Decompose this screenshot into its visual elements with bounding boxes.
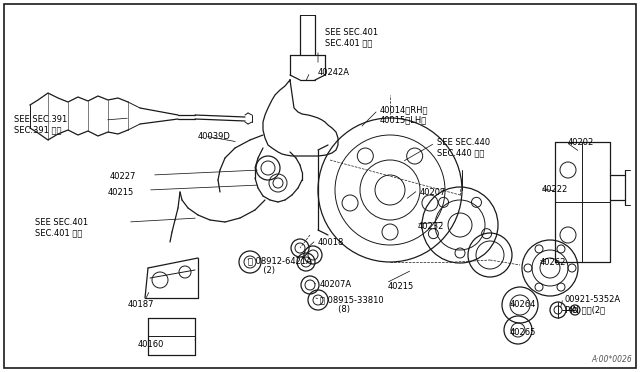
Text: 00921-5352A: 00921-5352A (565, 295, 621, 304)
Text: 40018: 40018 (318, 238, 344, 247)
Text: 40242A: 40242A (318, 68, 350, 77)
Text: 40227: 40227 (110, 172, 136, 181)
Text: 40014（RH）: 40014（RH） (380, 105, 429, 114)
Text: SEE SEC.401: SEE SEC.401 (325, 28, 378, 37)
Text: SEE SEC.401: SEE SEC.401 (35, 218, 88, 227)
Text: 40222: 40222 (542, 185, 568, 194)
Text: 40015（LH）: 40015（LH） (380, 115, 428, 124)
Text: 40207A: 40207A (320, 280, 352, 289)
Text: 40264: 40264 (510, 300, 536, 309)
Text: 40202: 40202 (568, 138, 595, 147)
Text: 40215: 40215 (388, 282, 414, 291)
Text: 40187: 40187 (128, 300, 154, 309)
Text: 40039D: 40039D (198, 132, 231, 141)
Text: PIN ピン(2）: PIN ピン(2） (565, 305, 605, 314)
Text: SEE SEC.391: SEE SEC.391 (14, 115, 67, 124)
Text: (8): (8) (325, 305, 350, 314)
Text: SEC.440 参照: SEC.440 参照 (437, 148, 484, 157)
Text: 40265: 40265 (510, 328, 536, 337)
Text: SEC.401 参照: SEC.401 参照 (35, 228, 83, 237)
Text: 40215: 40215 (108, 188, 134, 197)
Text: 40232: 40232 (418, 222, 444, 231)
Text: 40207: 40207 (420, 188, 446, 197)
Text: SEC.401 参照: SEC.401 参照 (325, 38, 372, 47)
Text: Ⓝ 08912-6421A: Ⓝ 08912-6421A (248, 256, 312, 265)
Text: (2): (2) (258, 266, 275, 275)
Text: SEC.391 参照: SEC.391 参照 (14, 125, 61, 134)
Text: SEE SEC.440: SEE SEC.440 (437, 138, 490, 147)
Text: 40160: 40160 (138, 340, 164, 349)
Text: A·00*0026: A·00*0026 (591, 355, 632, 364)
Text: Ⓦ 08915-33810: Ⓦ 08915-33810 (320, 295, 383, 304)
Text: 40262: 40262 (540, 258, 566, 267)
